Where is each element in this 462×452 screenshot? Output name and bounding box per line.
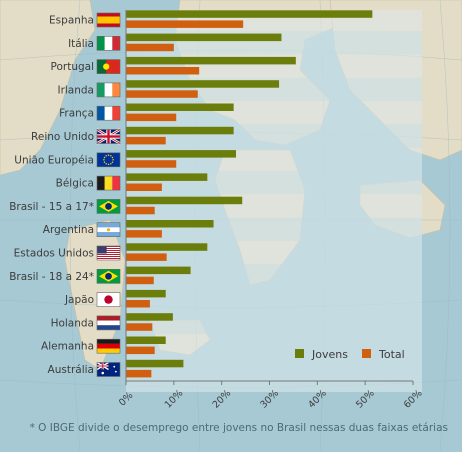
chart-row: Itália: [68, 31, 422, 55]
bar-jovens: [126, 33, 282, 42]
bar-total: [126, 160, 177, 168]
flag-germany-icon: [96, 338, 121, 354]
bar-jovens: [126, 336, 166, 344]
category-label: Bélgica: [56, 178, 94, 190]
bar-total: [126, 253, 167, 261]
row-band: [126, 310, 422, 335]
bar-total: [126, 90, 198, 98]
row-band: [126, 357, 422, 381]
bar-jovens: [126, 173, 208, 181]
chart-row: Irlanda: [57, 77, 422, 102]
chart-row: Estados Unidos: [14, 243, 208, 261]
chart-row: Brasil - 15 a 17*: [9, 196, 243, 215]
bar-total: [126, 323, 153, 331]
x-tick-label: 10%: [163, 388, 186, 411]
bar-jovens: [126, 220, 214, 228]
footnote: * O IBGE divide o desemprego entre joven…: [29, 422, 448, 434]
chart-row: Alemanha: [41, 336, 166, 355]
x-tick-label: 30%: [258, 388, 281, 411]
flag-netherlands-icon: [96, 315, 121, 331]
category-label: Brasil - 18 a 24*: [9, 271, 94, 283]
x-tick-label: 20%: [211, 388, 234, 411]
category-label: Japão: [64, 294, 94, 306]
x-tick-label: 50%: [354, 388, 377, 411]
bar-jovens: [126, 56, 296, 65]
category-label: Reino Unido: [31, 131, 94, 143]
row-band: [126, 264, 422, 288]
bar-total: [126, 113, 177, 122]
chart-row: França: [59, 103, 234, 122]
category-label: Portugal: [51, 61, 95, 73]
flag-ireland-icon: [96, 82, 121, 98]
flag-belgium-icon: [96, 175, 121, 191]
x-tick-label: 60%: [402, 388, 425, 411]
legend: Jovens Total: [295, 348, 405, 361]
chart-row: União Européia: [14, 150, 237, 168]
bar-total: [126, 346, 155, 355]
bar-total: [126, 67, 200, 75]
category-label: Espanha: [49, 15, 94, 27]
bar-jovens: [126, 150, 237, 158]
bar-jovens: [126, 313, 173, 321]
category-label: Austrália: [48, 364, 94, 376]
legend-swatch-total: [362, 349, 371, 358]
chart-row: Austrália: [48, 357, 422, 381]
chart-row: Brasil - 18 a 24*: [9, 264, 422, 288]
bar-jovens: [126, 266, 191, 275]
chart-row: Argentina: [43, 217, 422, 241]
flag-uk-icon: [96, 128, 121, 145]
x-tick-label: 40%: [306, 388, 329, 411]
bar-jovens: [126, 196, 243, 205]
chart-row: Japão: [64, 289, 166, 308]
legend-label-total: Total: [378, 348, 405, 361]
category-label: Alemanha: [41, 341, 94, 353]
category-label: Irlanda: [57, 84, 94, 96]
flag-australia-icon: [96, 361, 121, 377]
bar-jovens: [126, 126, 234, 135]
bar-total: [126, 300, 150, 308]
bar-total: [126, 369, 152, 378]
bar-jovens: [126, 10, 373, 18]
category-label: Estados Unidos: [14, 248, 94, 260]
bar-jovens: [126, 243, 208, 251]
bar-jovens: [126, 359, 184, 368]
flag-portugal-icon: [96, 59, 121, 74]
flag-brazil-icon: [96, 268, 121, 284]
bar-total: [126, 276, 154, 285]
category-label: Brasil - 15 a 17*: [9, 201, 94, 213]
bar-total: [126, 20, 244, 28]
flag-france-icon: [96, 105, 121, 121]
bar-total: [126, 183, 162, 191]
flag-japan-icon: [96, 292, 121, 307]
legend-label-jovens: Jovens: [311, 348, 348, 361]
chart-row: Holanda: [51, 310, 422, 335]
bar-jovens: [126, 289, 166, 298]
chart-row: Reino Unido: [31, 124, 422, 148]
bar-total: [126, 206, 155, 215]
category-label: Argentina: [43, 224, 94, 236]
chart-row: Bélgica: [56, 170, 422, 195]
category-label: União Européia: [14, 154, 94, 166]
category-label: Itália: [68, 38, 94, 50]
chart-row: Espanha: [49, 10, 373, 28]
bar-total: [126, 230, 162, 238]
category-label: França: [59, 108, 94, 120]
bar-jovens: [126, 80, 280, 88]
flag-usa-icon: [96, 245, 121, 261]
flag-brazil-icon: [96, 199, 121, 214]
flag-spain-icon: [96, 12, 121, 28]
bar-total: [126, 136, 166, 145]
x-tick-label: 0%: [117, 390, 135, 408]
bar-jovens: [126, 103, 234, 111]
flag-italy-icon: [96, 35, 121, 51]
flag-eu-icon: [96, 152, 121, 168]
legend-swatch-jovens: [295, 349, 304, 358]
flag-argentina-icon: [96, 222, 121, 237]
category-label: Holanda: [51, 317, 94, 329]
bar-total: [126, 43, 174, 52]
chart-row: Portugal: [51, 56, 296, 75]
